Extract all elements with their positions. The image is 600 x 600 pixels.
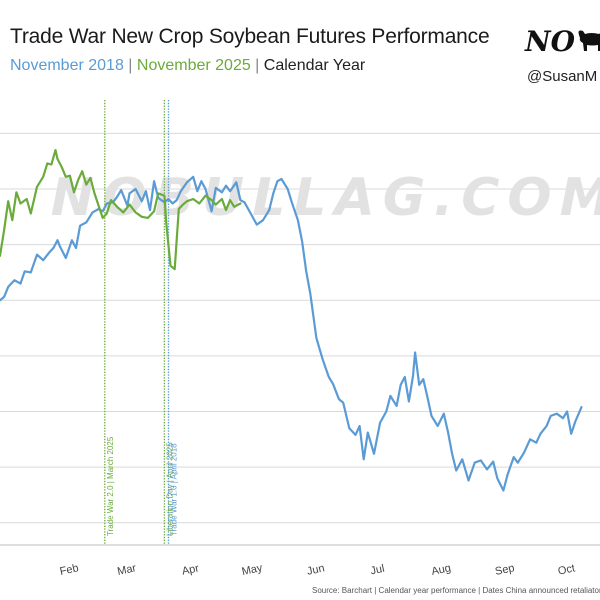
annotation-label: Trade War 2.0 | March 2025 [106,436,115,536]
social-handle: @SusanM [527,68,598,85]
x-axis-ticks: Feb Mar Apr May Jun Jul Aug Sep Oct [59,562,576,578]
subtitle-period: Calendar Year [263,57,366,74]
x-tick-label: Oct [557,562,576,577]
x-tick-label: Mar [116,562,137,578]
x-tick-label: Apr [181,562,201,577]
series-line [0,149,242,271]
brand-logo: NO [525,25,600,58]
chart-title: Trade War New Crop Soybean Futures Perfo… [10,25,490,48]
annotation-label: Liberation Day | April 2025 [165,442,174,536]
x-tick-label: Jun [306,562,326,577]
watermark: NOBULLAG.COM [51,168,600,228]
annotation-label: Trade War 1.0 | April 2018 [169,443,178,536]
subtitle-separator: | [123,57,137,74]
x-tick-label: Aug [430,562,452,578]
gridlines [0,132,600,546]
x-tick-label: Feb [59,562,80,578]
source-note: Source: Barchart | Calendar year perform… [312,586,600,595]
annotations: Trade War 2.0 | March 2025 Liberation Day… [104,100,178,545]
subtitle-series-2018: November 2018 [10,57,124,74]
x-tick-label: May [241,562,264,578]
logo-text: NO [525,25,575,58]
bull-icon [578,30,600,51]
subtitle-series-2025: November 2025 [136,57,251,74]
subtitle-separator: | [250,57,264,74]
x-tick-label: Sep [494,562,516,578]
x-tick-label: Jul [369,563,385,578]
series-lines [0,149,583,492]
chart-subtitle: November 2018 | November 2025 | Calendar… [10,57,365,75]
